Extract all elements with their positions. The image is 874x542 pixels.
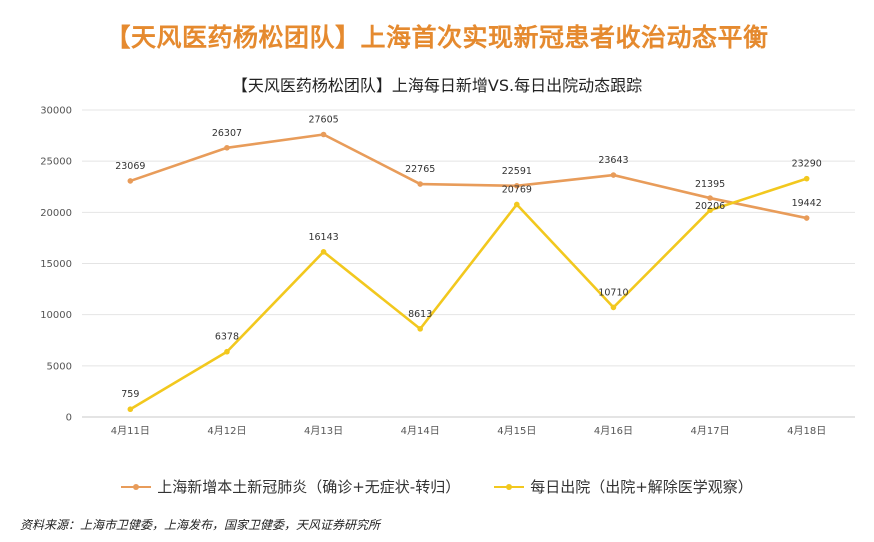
- data-point: [417, 326, 423, 332]
- data-point: [610, 172, 617, 178]
- data-point: [514, 201, 520, 208]
- data-point: [707, 195, 713, 201]
- x-tick-label: 4月16日: [594, 425, 633, 437]
- y-tick-label: 10000: [40, 310, 72, 321]
- data-label: 22765: [405, 164, 435, 175]
- data-point: [320, 131, 327, 138]
- data-label: 20206: [695, 201, 725, 212]
- legend-swatch-discharges: [494, 480, 525, 494]
- x-tick-label: 4月14日: [401, 425, 440, 437]
- data-label: 16143: [308, 232, 338, 243]
- y-tick-label: 0: [66, 413, 72, 424]
- data-point: [127, 178, 134, 184]
- data-point: [224, 144, 230, 151]
- y-tick-label: 5000: [47, 361, 72, 372]
- data-label: 20769: [502, 184, 532, 195]
- line-chart: 0 5000 10000 15000 20000 25000 30000 4月11日 4月12…: [40, 106, 855, 437]
- x-tick-label: 4月12日: [207, 425, 246, 437]
- x-tick-label: 4月18日: [787, 425, 826, 437]
- data-label: 22591: [502, 166, 532, 177]
- data-label: 23290: [792, 159, 822, 170]
- legend-label-new-cases: 上海新增本土新冠肺炎（确诊+无症状-转归）: [157, 478, 461, 496]
- legend-swatch-new-cases: [121, 480, 152, 494]
- data-label: 23069: [115, 161, 145, 172]
- legend: 上海新增本土新冠肺炎（确诊+无症状-转归） 每日出院（出院+解除医学观察）: [0, 476, 874, 497]
- legend-label-discharges: 每日出院（出院+解除医学观察）: [530, 478, 753, 496]
- data-label: 19442: [792, 198, 822, 209]
- data-point: [803, 215, 810, 221]
- data-label: 21395: [695, 179, 725, 190]
- data-point: [417, 181, 423, 187]
- data-labels: 23069 26307 27605 22765 22591 23643 21395 19442…: [115, 115, 822, 401]
- data-label: 759: [121, 389, 139, 400]
- legend-item-discharges: 每日出院（出院+解除医学观察）: [494, 476, 753, 497]
- data-label: 8613: [408, 309, 432, 320]
- series-line-1: [129, 177, 808, 411]
- legend-item-new-cases: 上海新增本土新冠肺炎（确诊+无症状-转归）: [121, 476, 460, 497]
- data-point: [610, 304, 617, 311]
- headline: 【天风医药杨松团队】上海首次实现新冠患者收治动态平衡: [105, 23, 769, 52]
- x-tick-label: 4月15日: [497, 425, 536, 437]
- data-label: 23643: [598, 155, 628, 166]
- x-axis-ticks: 4月11日 4月12日 4月13日 4月14日 4月15日 4月16日 4月17日 4月18日: [111, 425, 826, 437]
- data-point: [224, 348, 230, 355]
- x-tick-label: 4月13日: [304, 425, 343, 437]
- series-lines: [129, 133, 808, 411]
- y-tick-label: 20000: [40, 208, 72, 219]
- data-point: [803, 175, 810, 182]
- chart-title: 【天风医药杨松团队】上海每日新增VS.每日出院动态跟踪: [231, 76, 643, 95]
- y-axis-ticks: 0 5000 10000 15000 20000 25000 30000: [40, 106, 72, 424]
- gridlines: [82, 109, 855, 418]
- y-tick-label: 15000: [40, 259, 72, 270]
- x-tick-label: 4月11日: [111, 425, 150, 437]
- data-point: [707, 207, 713, 214]
- data-label: 27605: [308, 115, 338, 126]
- source-note: 资料来源：上海市卫健委，上海发布，国家卫健委，天风证券研究所: [20, 518, 381, 532]
- data-point: [127, 406, 134, 413]
- y-tick-label: 30000: [40, 106, 72, 117]
- data-label: 10710: [598, 287, 628, 298]
- series-points: [127, 131, 810, 413]
- data-label: 6378: [215, 332, 239, 343]
- data-point: [514, 183, 520, 189]
- data-point: [320, 249, 327, 255]
- y-tick-label: 25000: [40, 157, 72, 168]
- x-tick-label: 4月17日: [691, 425, 730, 437]
- series-line-0: [129, 133, 807, 220]
- data-label: 26307: [212, 128, 242, 139]
